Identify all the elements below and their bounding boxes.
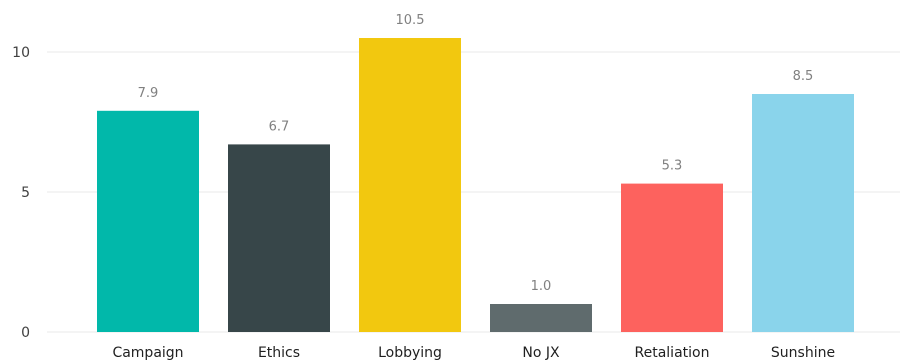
data-label-ethics: 6.7 [269, 119, 290, 134]
bars [97, 38, 854, 332]
x-axis-ticks: Campaign Ethics Lobbying No JX Retaliation Su… [112, 345, 835, 361]
x-tick-label-retaliation: Retaliation [635, 345, 710, 361]
y-tick-label-10: 10 [12, 45, 30, 61]
data-label-sunshine: 8.5 [793, 69, 814, 84]
bar-ethics[interactable] [228, 144, 330, 332]
data-label-retaliation: 5.3 [662, 159, 683, 174]
x-tick-label-ethics: Ethics [258, 345, 300, 361]
bar-no-jx[interactable] [490, 304, 592, 332]
y-axis-ticks: 0 5 10 [12, 45, 30, 341]
bar-campaign[interactable] [97, 110, 199, 332]
data-label-no-jx: 1.0 [531, 279, 552, 294]
bar-lobbying[interactable] [359, 38, 461, 332]
x-tick-label-sunshine: Sunshine [771, 345, 835, 361]
y-tick-label-5: 5 [21, 185, 30, 201]
data-label-campaign: 7.9 [138, 86, 159, 101]
x-tick-label-campaign: Campaign [112, 345, 183, 361]
x-tick-label-lobbying: Lobbying [378, 345, 442, 361]
y-tick-label-0: 0 [21, 325, 30, 341]
bar-sunshine[interactable] [752, 94, 854, 332]
bar-retaliation[interactable] [621, 183, 723, 332]
data-labels: 7.9 6.7 10.5 1.0 5.3 8.5 [138, 13, 814, 294]
x-tick-label-no-jx: No JX [522, 345, 560, 361]
data-label-lobbying: 10.5 [396, 13, 425, 28]
